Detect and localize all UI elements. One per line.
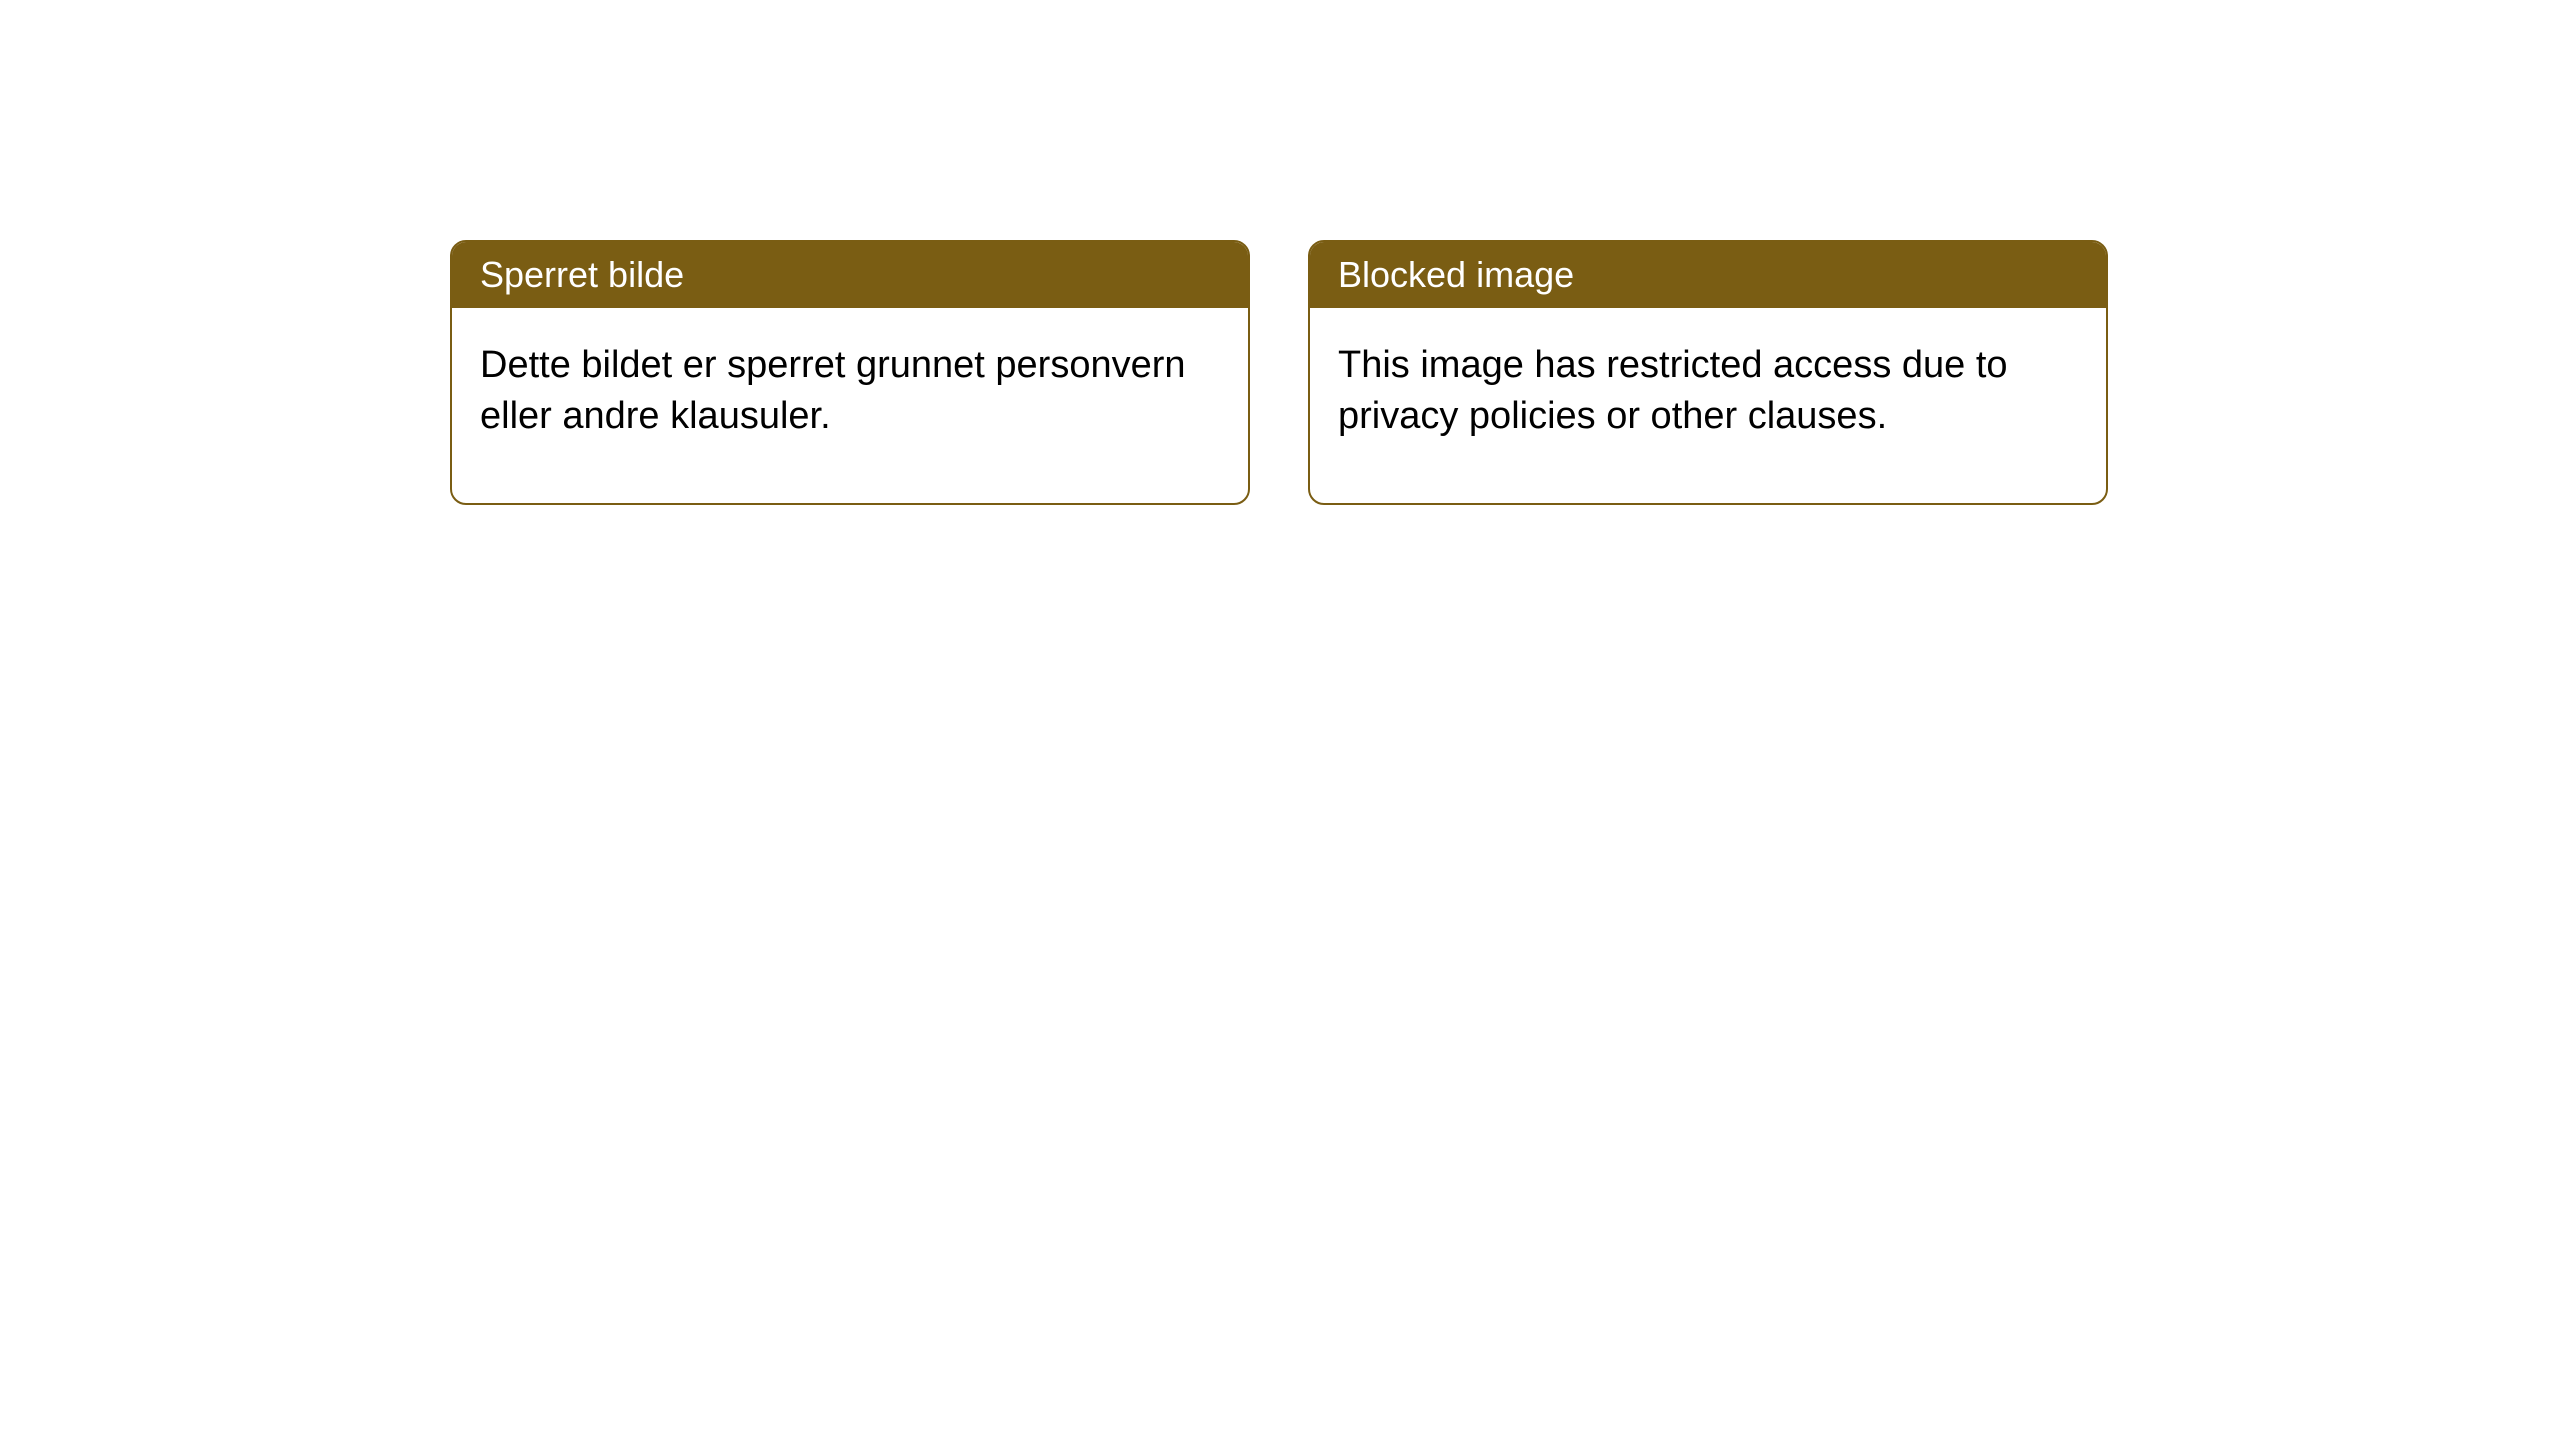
card-body-text: Dette bildet er sperret grunnet personve… [480, 344, 1186, 437]
card-title: Blocked image [1338, 254, 1574, 295]
notice-card-english: Blocked image This image has restricted … [1308, 240, 2108, 505]
card-header-english: Blocked image [1310, 242, 2106, 308]
card-title: Sperret bilde [480, 254, 684, 295]
card-body-text: This image has restricted access due to … [1338, 344, 2008, 437]
card-body-english: This image has restricted access due to … [1310, 308, 2106, 503]
card-header-norwegian: Sperret bilde [452, 242, 1248, 308]
card-body-norwegian: Dette bildet er sperret grunnet personve… [452, 308, 1248, 503]
notice-card-norwegian: Sperret bilde Dette bildet er sperret gr… [450, 240, 1250, 505]
notice-container: Sperret bilde Dette bildet er sperret gr… [450, 240, 2108, 505]
